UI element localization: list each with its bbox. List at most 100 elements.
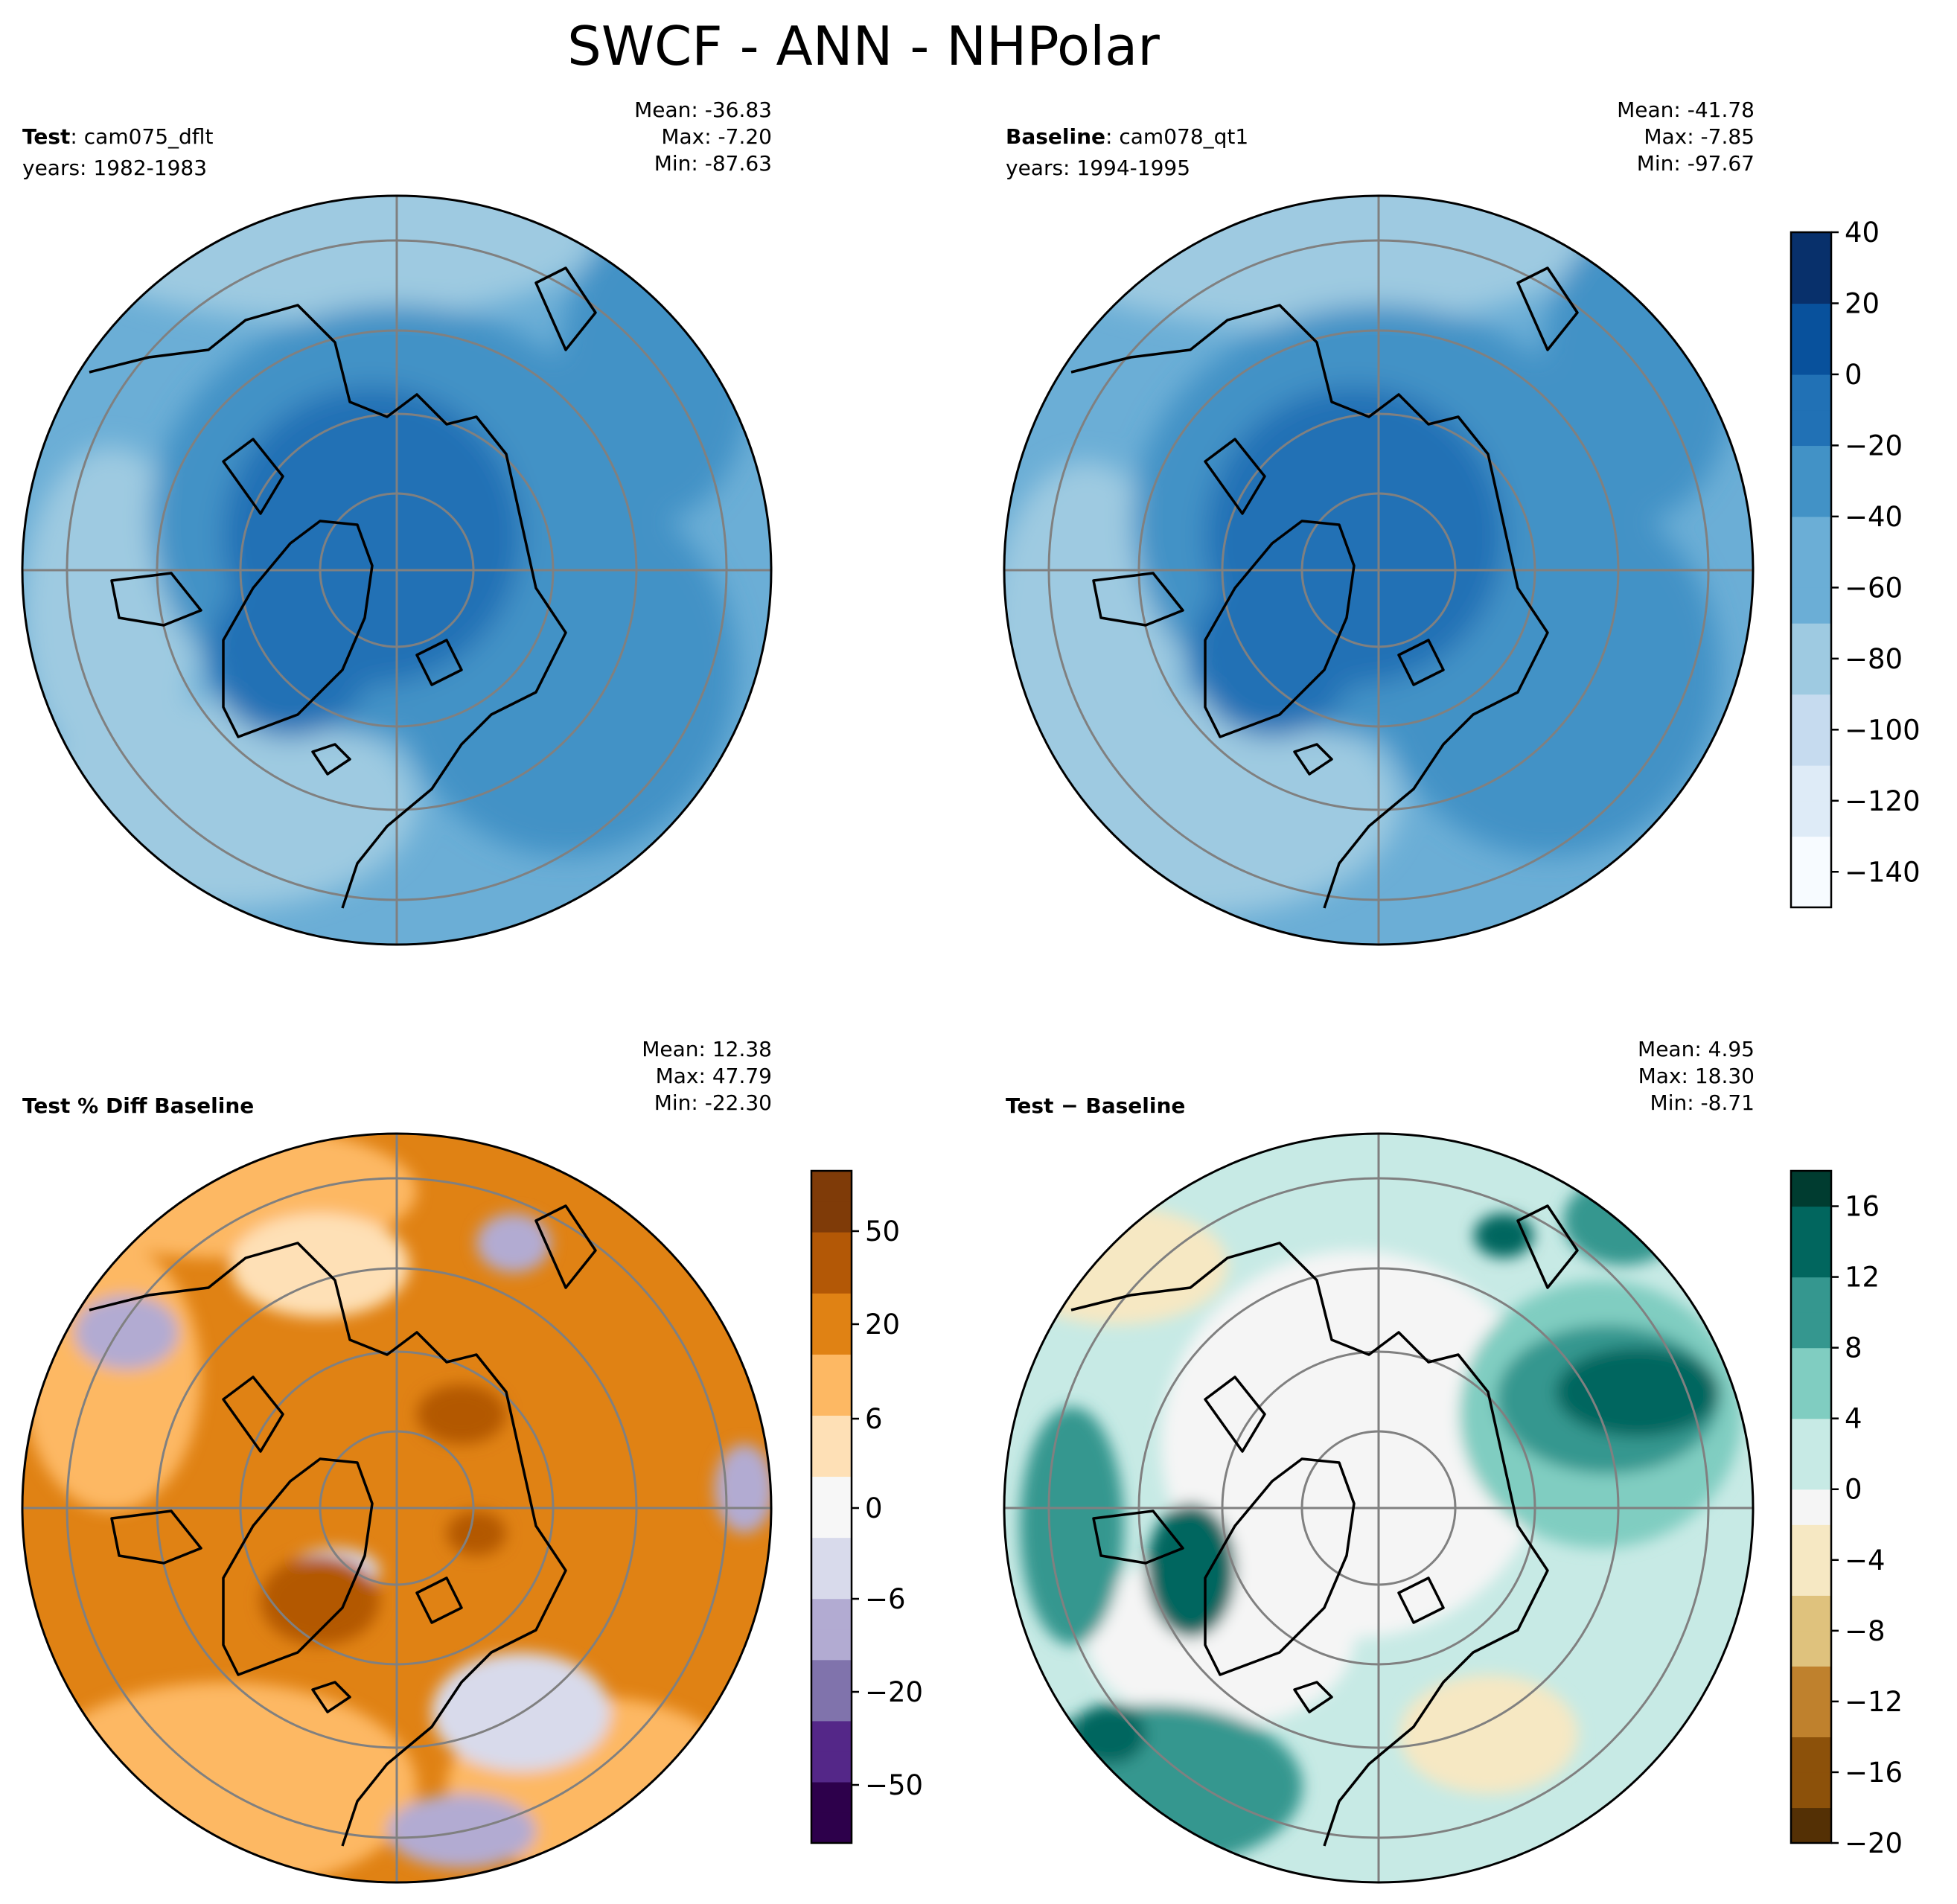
baseline-stats: Mean: -41.78 Max: -7.85 Min: -97.67 xyxy=(1617,97,1755,177)
diff-colorbar-tick-label: 16 xyxy=(1845,1191,1880,1223)
diff-colorbar-segment xyxy=(1791,1312,1831,1349)
top-colorbar-tick-label: −100 xyxy=(1845,714,1921,746)
baseline-coastlines xyxy=(1070,266,1579,909)
pct-colorbar-tick-label: −50 xyxy=(865,1769,923,1801)
pct-colorbar-segment xyxy=(811,1323,852,1355)
diff-colorbar-segment xyxy=(1791,1242,1831,1278)
test-years: years: 1982-1983 xyxy=(22,156,208,180)
pct-colorbar-segment xyxy=(811,1415,852,1447)
diff-colorbar-tick-label: 0 xyxy=(1845,1474,1862,1506)
top-colorbar-frame xyxy=(1790,231,1833,909)
baseline-max: Max: -7.85 xyxy=(1644,124,1755,149)
top-colorbar-tick-label: −120 xyxy=(1845,785,1921,817)
pct-diff-label: Test % Diff Baseline xyxy=(22,1093,255,1118)
baseline-mean: Mean: -41.78 xyxy=(1617,98,1755,122)
pct-colorbar-tick-label: −20 xyxy=(865,1676,923,1708)
diff-map-boundary xyxy=(1003,1132,1755,1884)
pct-colorbar-segment xyxy=(811,1629,852,1661)
pct-colorbar-segment xyxy=(811,1293,852,1324)
top-colorbar-tick-label: 40 xyxy=(1845,217,1880,249)
diff-colorbar-segment xyxy=(1791,1171,1831,1207)
diff-colorbar-tick-label: 8 xyxy=(1845,1332,1862,1364)
pct-colorbar-tick-label: 50 xyxy=(865,1215,900,1247)
diff-colorbar-frame xyxy=(1790,1169,1833,1844)
diff-colorbar-segment xyxy=(1791,1559,1831,1596)
top-colorbar-tick-label: −40 xyxy=(1845,501,1903,533)
top-colorbar-segment xyxy=(1791,800,1831,837)
pct-diff-stats: Mean: 12.38 Max: 47.79 Min: -22.30 xyxy=(642,1036,772,1116)
diff-stats: Mean: 4.95 Max: 18.30 Min: -8.71 xyxy=(1638,1036,1755,1116)
top-colorbar-segment xyxy=(1791,374,1831,411)
diff-colorbar-tick-label: −4 xyxy=(1845,1544,1886,1576)
diff-colorbar-segment xyxy=(1791,1630,1831,1667)
diff-colorbar-tick-label: −20 xyxy=(1845,1827,1903,1859)
diff-min: Min: -8.71 xyxy=(1650,1090,1755,1115)
diff-colorbar-tick-label: −8 xyxy=(1845,1615,1886,1647)
diff-colorbar-segment xyxy=(1791,1666,1831,1702)
test-stats: Mean: -36.83 Max: -7.20 Min: -87.63 xyxy=(634,97,772,177)
pct-colorbar-tick-label: 20 xyxy=(865,1309,900,1341)
pct-diff-map-boundary xyxy=(21,1132,773,1884)
diff-colorbar-segment xyxy=(1791,1701,1831,1738)
pct-colorbar-tick-label: 6 xyxy=(865,1403,883,1435)
pct-colorbar-segment xyxy=(811,1171,852,1202)
pct-diff-colorbar: 50 20 6 0 −6 −20 −50 xyxy=(810,1169,923,1844)
pct-colorbar-frame xyxy=(810,1169,853,1844)
diff-colorbar-segment xyxy=(1791,1595,1831,1632)
top-colorbar-segment xyxy=(1791,267,1831,304)
diff-colorbar-segment xyxy=(1791,1347,1831,1384)
test-max: Max: -7.20 xyxy=(661,124,772,149)
top-colorbar-segment xyxy=(1791,765,1831,802)
diff-colorbar-tick-label: 4 xyxy=(1845,1403,1862,1435)
diff-colorbar-segment xyxy=(1791,1489,1831,1525)
pct-colorbar-segment xyxy=(811,1659,852,1691)
top-colorbar-tick-label: 0 xyxy=(1845,359,1862,391)
pct-colorbar-segment xyxy=(811,1781,852,1813)
diff-colorbar-segment xyxy=(1791,1206,1831,1242)
diff-colorbar-tick-label: −12 xyxy=(1845,1686,1903,1718)
diff-label: Test − Baseline xyxy=(1006,1093,1186,1118)
top-colorbar-tick-label: 20 xyxy=(1845,287,1880,319)
test-case-label: Test: cam075_dflt xyxy=(22,124,214,149)
pct-colorbar-segment xyxy=(811,1568,852,1600)
top-colorbar-tick-label: −140 xyxy=(1845,856,1921,888)
top-colorbar-segment xyxy=(1791,694,1831,730)
pct-colorbar-segment xyxy=(811,1232,852,1263)
diff-colorbar-tick-label: 12 xyxy=(1845,1262,1880,1294)
top-colorbar-segment xyxy=(1791,658,1831,695)
top-colorbar-segment xyxy=(1791,409,1831,447)
baseline-case-label: Baseline: cam078_qt1 xyxy=(1006,124,1249,149)
top-colorbar-segment xyxy=(1791,516,1831,553)
pct-colorbar-segment xyxy=(811,1537,852,1569)
pct-colorbar-segment xyxy=(811,1354,852,1385)
diff-colorbar-segment xyxy=(1791,1737,1831,1773)
pct-colorbar-segment xyxy=(811,1201,852,1233)
test-map-boundary xyxy=(21,194,773,946)
pct-diff-min: Min: -22.30 xyxy=(654,1090,772,1115)
top-colorbar-segment xyxy=(1791,623,1831,659)
pct-colorbar-segment xyxy=(811,1751,852,1783)
top-colorbar-segment xyxy=(1791,232,1831,269)
pct-colorbar-segment xyxy=(811,1476,852,1508)
top-colorbar-segment xyxy=(1791,729,1831,766)
top-colorbar-segment xyxy=(1791,836,1831,872)
diff-colorbar-segment xyxy=(1791,1418,1831,1454)
top-colorbar-segment xyxy=(1791,872,1831,908)
top-colorbar-segment xyxy=(1791,339,1831,375)
top-colorbar-segment xyxy=(1791,481,1831,517)
diff-colorbar-segment xyxy=(1791,1524,1831,1561)
baseline-years: years: 1994-1995 xyxy=(1006,156,1191,180)
top-colorbar: 40 20 0 −20 −40 −60 −80 −100 −120 −140 xyxy=(1790,217,1921,909)
pct-diff-coastlines xyxy=(89,1204,597,1847)
diff-coastlines xyxy=(1070,1204,1579,1847)
top-colorbar-segment xyxy=(1791,587,1831,624)
baseline-map-boundary xyxy=(1003,194,1755,946)
top-colorbar-segment xyxy=(1791,303,1831,339)
top-colorbar-tick-label: −80 xyxy=(1845,643,1903,675)
diff-graticule xyxy=(1004,1134,1753,1882)
pct-colorbar-segment xyxy=(811,1812,852,1844)
pct-colorbar-segment xyxy=(811,1507,852,1539)
pct-colorbar-segment xyxy=(811,1598,852,1630)
pct-diff-mean: Mean: 12.38 xyxy=(642,1037,772,1061)
